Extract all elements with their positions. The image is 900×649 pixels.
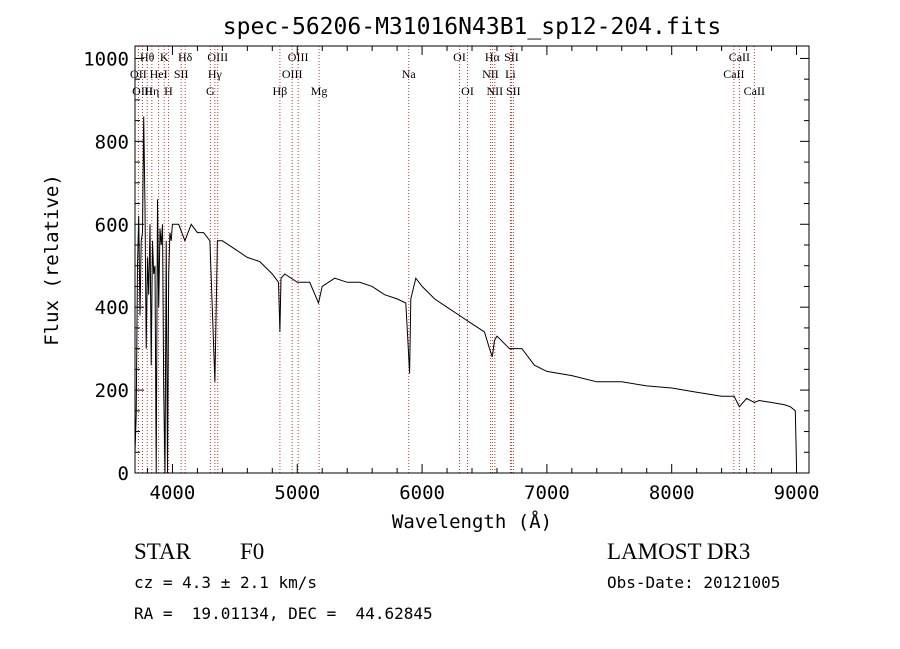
spectral-line-label: OI	[453, 50, 466, 64]
spectral-line-label: HeI	[150, 67, 168, 81]
survey-name: LAMOST DR3	[607, 539, 751, 564]
y-tick-label: 400	[95, 297, 129, 319]
y-tick-label: 800	[95, 131, 129, 153]
spectral-line-label: NII	[487, 84, 504, 98]
chart-title: spec-56206-M31016N43B1_sp12-204.fits	[223, 14, 722, 40]
x-tick-label: 8000	[649, 482, 695, 504]
spectral-line-label: OIII	[288, 50, 309, 64]
spectral-line-label: OIII	[132, 84, 153, 98]
y-axis-label: Flux (relative)	[41, 174, 63, 346]
spectral-line-label: OII	[130, 67, 147, 81]
spectral-line-label: G	[206, 84, 215, 98]
spectral-line-label: SII	[506, 84, 521, 98]
object-subclass: F0	[240, 539, 265, 564]
spectral-line-label: Hδ	[178, 50, 193, 64]
spectral-line-label: CaII	[729, 50, 750, 64]
x-tick-label: 9000	[774, 482, 820, 504]
x-axis-label: Wavelength (Å)	[392, 510, 552, 533]
x-tick-label: 7000	[524, 482, 570, 504]
spectrum-line-flux	[135, 116, 797, 473]
spectral-line-label: Na	[402, 67, 417, 81]
observation-date: Obs-Date: 20121005	[607, 573, 781, 592]
spectral-line-label: Hβ	[273, 84, 288, 98]
spectrum-series	[135, 116, 797, 473]
spectral-line-label: H	[164, 84, 173, 98]
coordinates: RA = 19.01134, DEC = 44.62845	[134, 604, 433, 623]
spectral-line-label: CaII	[723, 67, 744, 81]
spectral-line-label: K	[160, 50, 169, 64]
spectral-line-label: SII	[504, 50, 519, 64]
y-tick-label: 600	[95, 214, 129, 236]
spectral-line-label: CaII	[744, 84, 765, 98]
spectral-line-markers	[137, 46, 755, 473]
spectral-line-label: SII	[174, 67, 189, 81]
x-tick-label: 5000	[274, 482, 320, 504]
spectral-line-label: Hθ	[140, 50, 155, 64]
spectral-line-label: Hα	[485, 50, 501, 64]
x-tick-label: 4000	[150, 482, 196, 504]
spectral-line-label: Hη	[144, 84, 159, 98]
spectral-line-label: NII	[482, 67, 499, 81]
spectral-line-label: OI	[461, 84, 474, 98]
spectral-line-label: Mg	[311, 84, 328, 98]
x-tick-label: 6000	[399, 482, 445, 504]
spectral-line-labels: HθOIIOIIIHηHeIKHSIIHδGHγOIIIHβOIIIOIIIMg…	[130, 50, 765, 98]
redshift-velocity: cz = 4.3 ± 2.1 km/s	[134, 573, 318, 592]
spectral-line-label: OIII	[282, 67, 303, 81]
y-tick-label: 1000	[83, 48, 129, 70]
plot-frame	[134, 45, 810, 474]
spectral-line-label: Hγ	[208, 67, 223, 81]
object-type: STAR	[134, 539, 191, 564]
spectral-line-label: Li	[505, 67, 516, 81]
axes: 4000 5000 6000 7000 8000 9000 0 200 400 600 800 100…	[83, 46, 819, 504]
y-tick-label: 200	[95, 380, 129, 402]
y-tick-label: 0	[118, 463, 129, 485]
spectral-line-label: OIII	[207, 50, 228, 64]
